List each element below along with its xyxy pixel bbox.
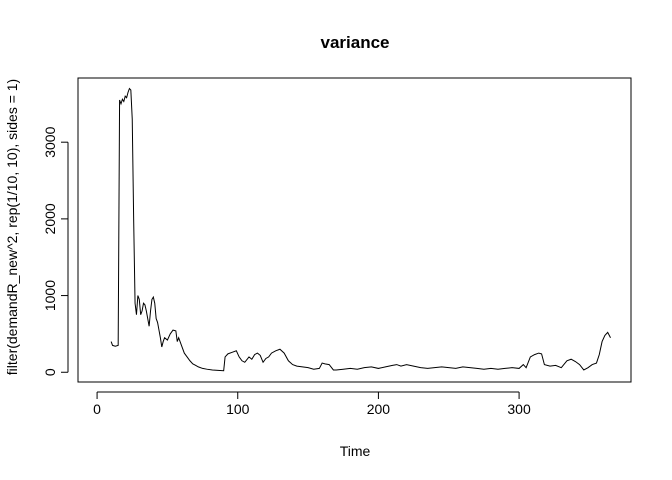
x-tick-label: 100	[226, 401, 250, 417]
data-line	[110, 87, 611, 372]
x-tick-label: 300	[507, 401, 531, 417]
y-tick-label: 3000	[42, 126, 58, 157]
x-tick-label: 0	[93, 401, 101, 417]
x-axis-label: Time	[340, 443, 371, 459]
y-tick-label: 1000	[42, 280, 58, 311]
x-tick-label: 200	[367, 401, 391, 417]
plot-box	[77, 77, 632, 383]
chart-title: variance	[321, 33, 390, 52]
y-axis-label: filter(demandR_new^2, rep(1/10, 10), sid…	[4, 79, 20, 375]
y-tick-label: 2000	[42, 203, 58, 234]
y-tick-label: 0	[42, 368, 58, 376]
